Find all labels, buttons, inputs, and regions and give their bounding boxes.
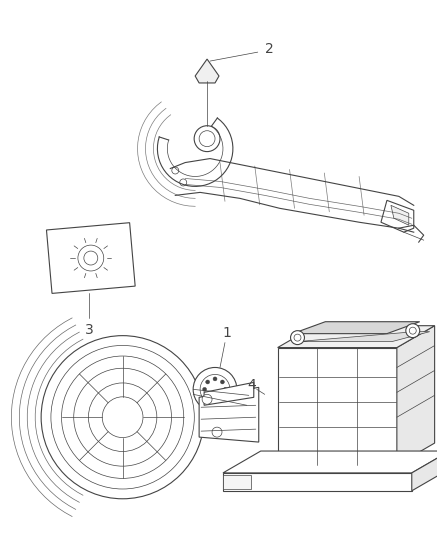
Circle shape (220, 395, 224, 399)
Circle shape (193, 367, 237, 411)
Polygon shape (199, 387, 259, 442)
Circle shape (202, 394, 212, 404)
Circle shape (180, 179, 187, 186)
Polygon shape (391, 205, 409, 225)
Circle shape (172, 167, 179, 174)
Circle shape (223, 387, 227, 391)
Circle shape (41, 336, 204, 499)
Text: 1: 1 (223, 326, 231, 340)
Circle shape (194, 126, 220, 151)
Polygon shape (293, 322, 420, 334)
Polygon shape (397, 326, 434, 465)
Circle shape (290, 330, 304, 345)
Polygon shape (381, 200, 414, 232)
Polygon shape (223, 475, 251, 489)
Circle shape (206, 395, 210, 399)
Polygon shape (223, 473, 412, 491)
Polygon shape (46, 223, 135, 293)
Polygon shape (204, 382, 254, 405)
Polygon shape (195, 59, 219, 83)
Polygon shape (223, 451, 438, 473)
Polygon shape (412, 451, 438, 491)
Circle shape (212, 427, 222, 437)
Text: 4: 4 (247, 378, 256, 392)
Circle shape (78, 245, 104, 271)
Polygon shape (278, 326, 434, 348)
Text: 3: 3 (85, 322, 93, 337)
Text: 2: 2 (265, 42, 274, 56)
Circle shape (406, 324, 420, 337)
Circle shape (220, 380, 224, 384)
Circle shape (203, 387, 207, 391)
Circle shape (213, 377, 217, 381)
Polygon shape (278, 348, 397, 465)
Polygon shape (297, 332, 430, 342)
Circle shape (206, 380, 210, 384)
Circle shape (213, 398, 217, 402)
